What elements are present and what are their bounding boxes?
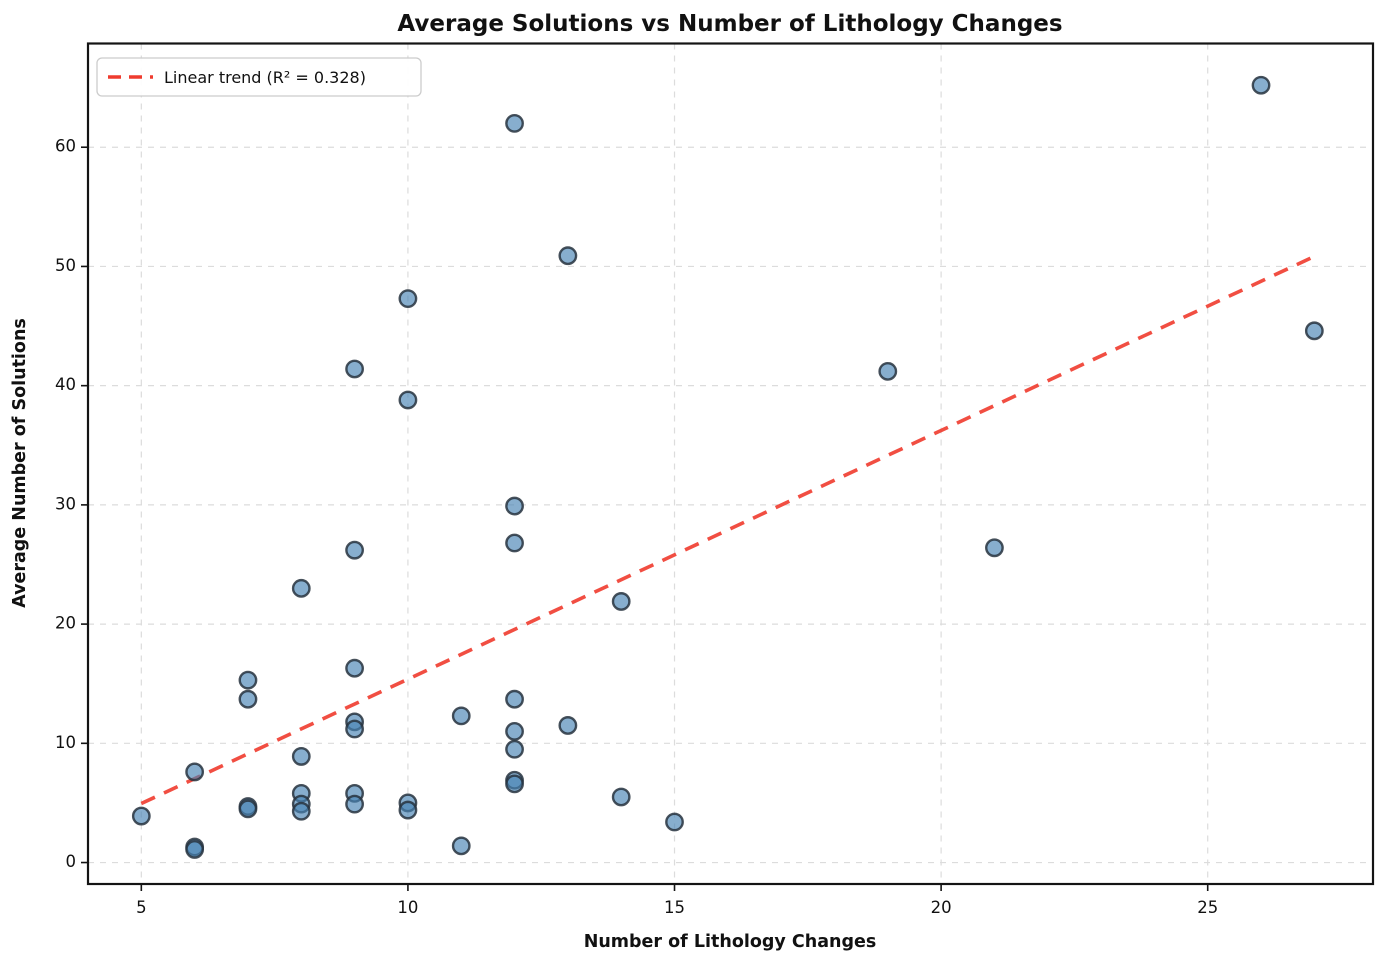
scatter-point: [611, 787, 631, 807]
trend-line: [140, 254, 1316, 806]
x-axis-label: Number of Lithology Changes: [584, 932, 877, 952]
scatter-point: [291, 801, 311, 821]
scatter-point: [345, 658, 364, 678]
scatter-point: [985, 538, 1004, 558]
plot-border-rect: [86, 42, 1375, 886]
scatter-point: [505, 113, 524, 133]
x-tick-label: 25: [1197, 898, 1218, 917]
legend-label: Linear trend (R² = 0.328): [164, 68, 366, 87]
scatter-point: [345, 540, 364, 560]
gridlines: [88, 43, 1373, 884]
legend-box: [96, 57, 422, 97]
scatter-point: [398, 390, 418, 410]
trend-line-layer: [140, 254, 1316, 806]
scatter-point: [185, 840, 205, 859]
scatter-point: [665, 812, 684, 832]
scatter-point: [345, 794, 364, 814]
scatter-point: [238, 670, 258, 690]
y-tick-label: 10: [55, 733, 76, 752]
x-tick-label: 10: [397, 898, 418, 917]
scatter-point: [291, 578, 311, 598]
y-tick-label: 60: [55, 137, 76, 156]
y-tick-label: 40: [55, 375, 76, 394]
plot-border: [86, 42, 1375, 886]
plot-background: [88, 43, 1373, 884]
scatter-point: [451, 836, 471, 856]
scatter-points-layer: [131, 75, 1324, 859]
scatter-point: [451, 706, 471, 726]
scatter-point: [505, 774, 524, 794]
scatter-point: [1304, 321, 1324, 341]
scatter-point: [238, 689, 258, 709]
chart-title: Average Solutions vs Number of Lithology…: [397, 11, 1062, 37]
scatter-point: [558, 246, 578, 266]
scatter-point: [505, 739, 524, 759]
y-tick-label: 0: [66, 852, 77, 871]
scatter-point: [345, 359, 364, 379]
scatter-point: [878, 361, 898, 381]
scatter-point: [131, 806, 151, 826]
x-tick-label: 5: [136, 898, 147, 917]
y-tick-label: 50: [55, 256, 76, 275]
scatter-point: [398, 289, 418, 309]
scatter-point: [505, 496, 524, 516]
scatter-point: [611, 592, 631, 611]
scatter-point: [238, 799, 258, 819]
scatter-point: [558, 716, 578, 735]
scatter-point: [1251, 75, 1271, 95]
x-tick-label: 20: [931, 898, 952, 917]
scatter-point: [505, 721, 524, 741]
scatter-point: [505, 533, 524, 553]
scatter-point: [398, 800, 418, 820]
scatter-point: [185, 762, 205, 782]
y-tick-label: 20: [55, 614, 76, 633]
x-tick-label: 15: [664, 898, 685, 917]
scatter-point: [505, 689, 524, 709]
y-axis-label: Average Number of Solutions: [10, 318, 30, 608]
scatter-point: [291, 747, 311, 766]
axis-ticks: 5 10 15 20 25 0 10 20 30 40 50 60: [55, 137, 1218, 917]
legend: Linear trend (R² = 0.328): [96, 57, 422, 97]
scatter-point: [345, 719, 364, 739]
y-tick-label: 30: [55, 494, 76, 513]
